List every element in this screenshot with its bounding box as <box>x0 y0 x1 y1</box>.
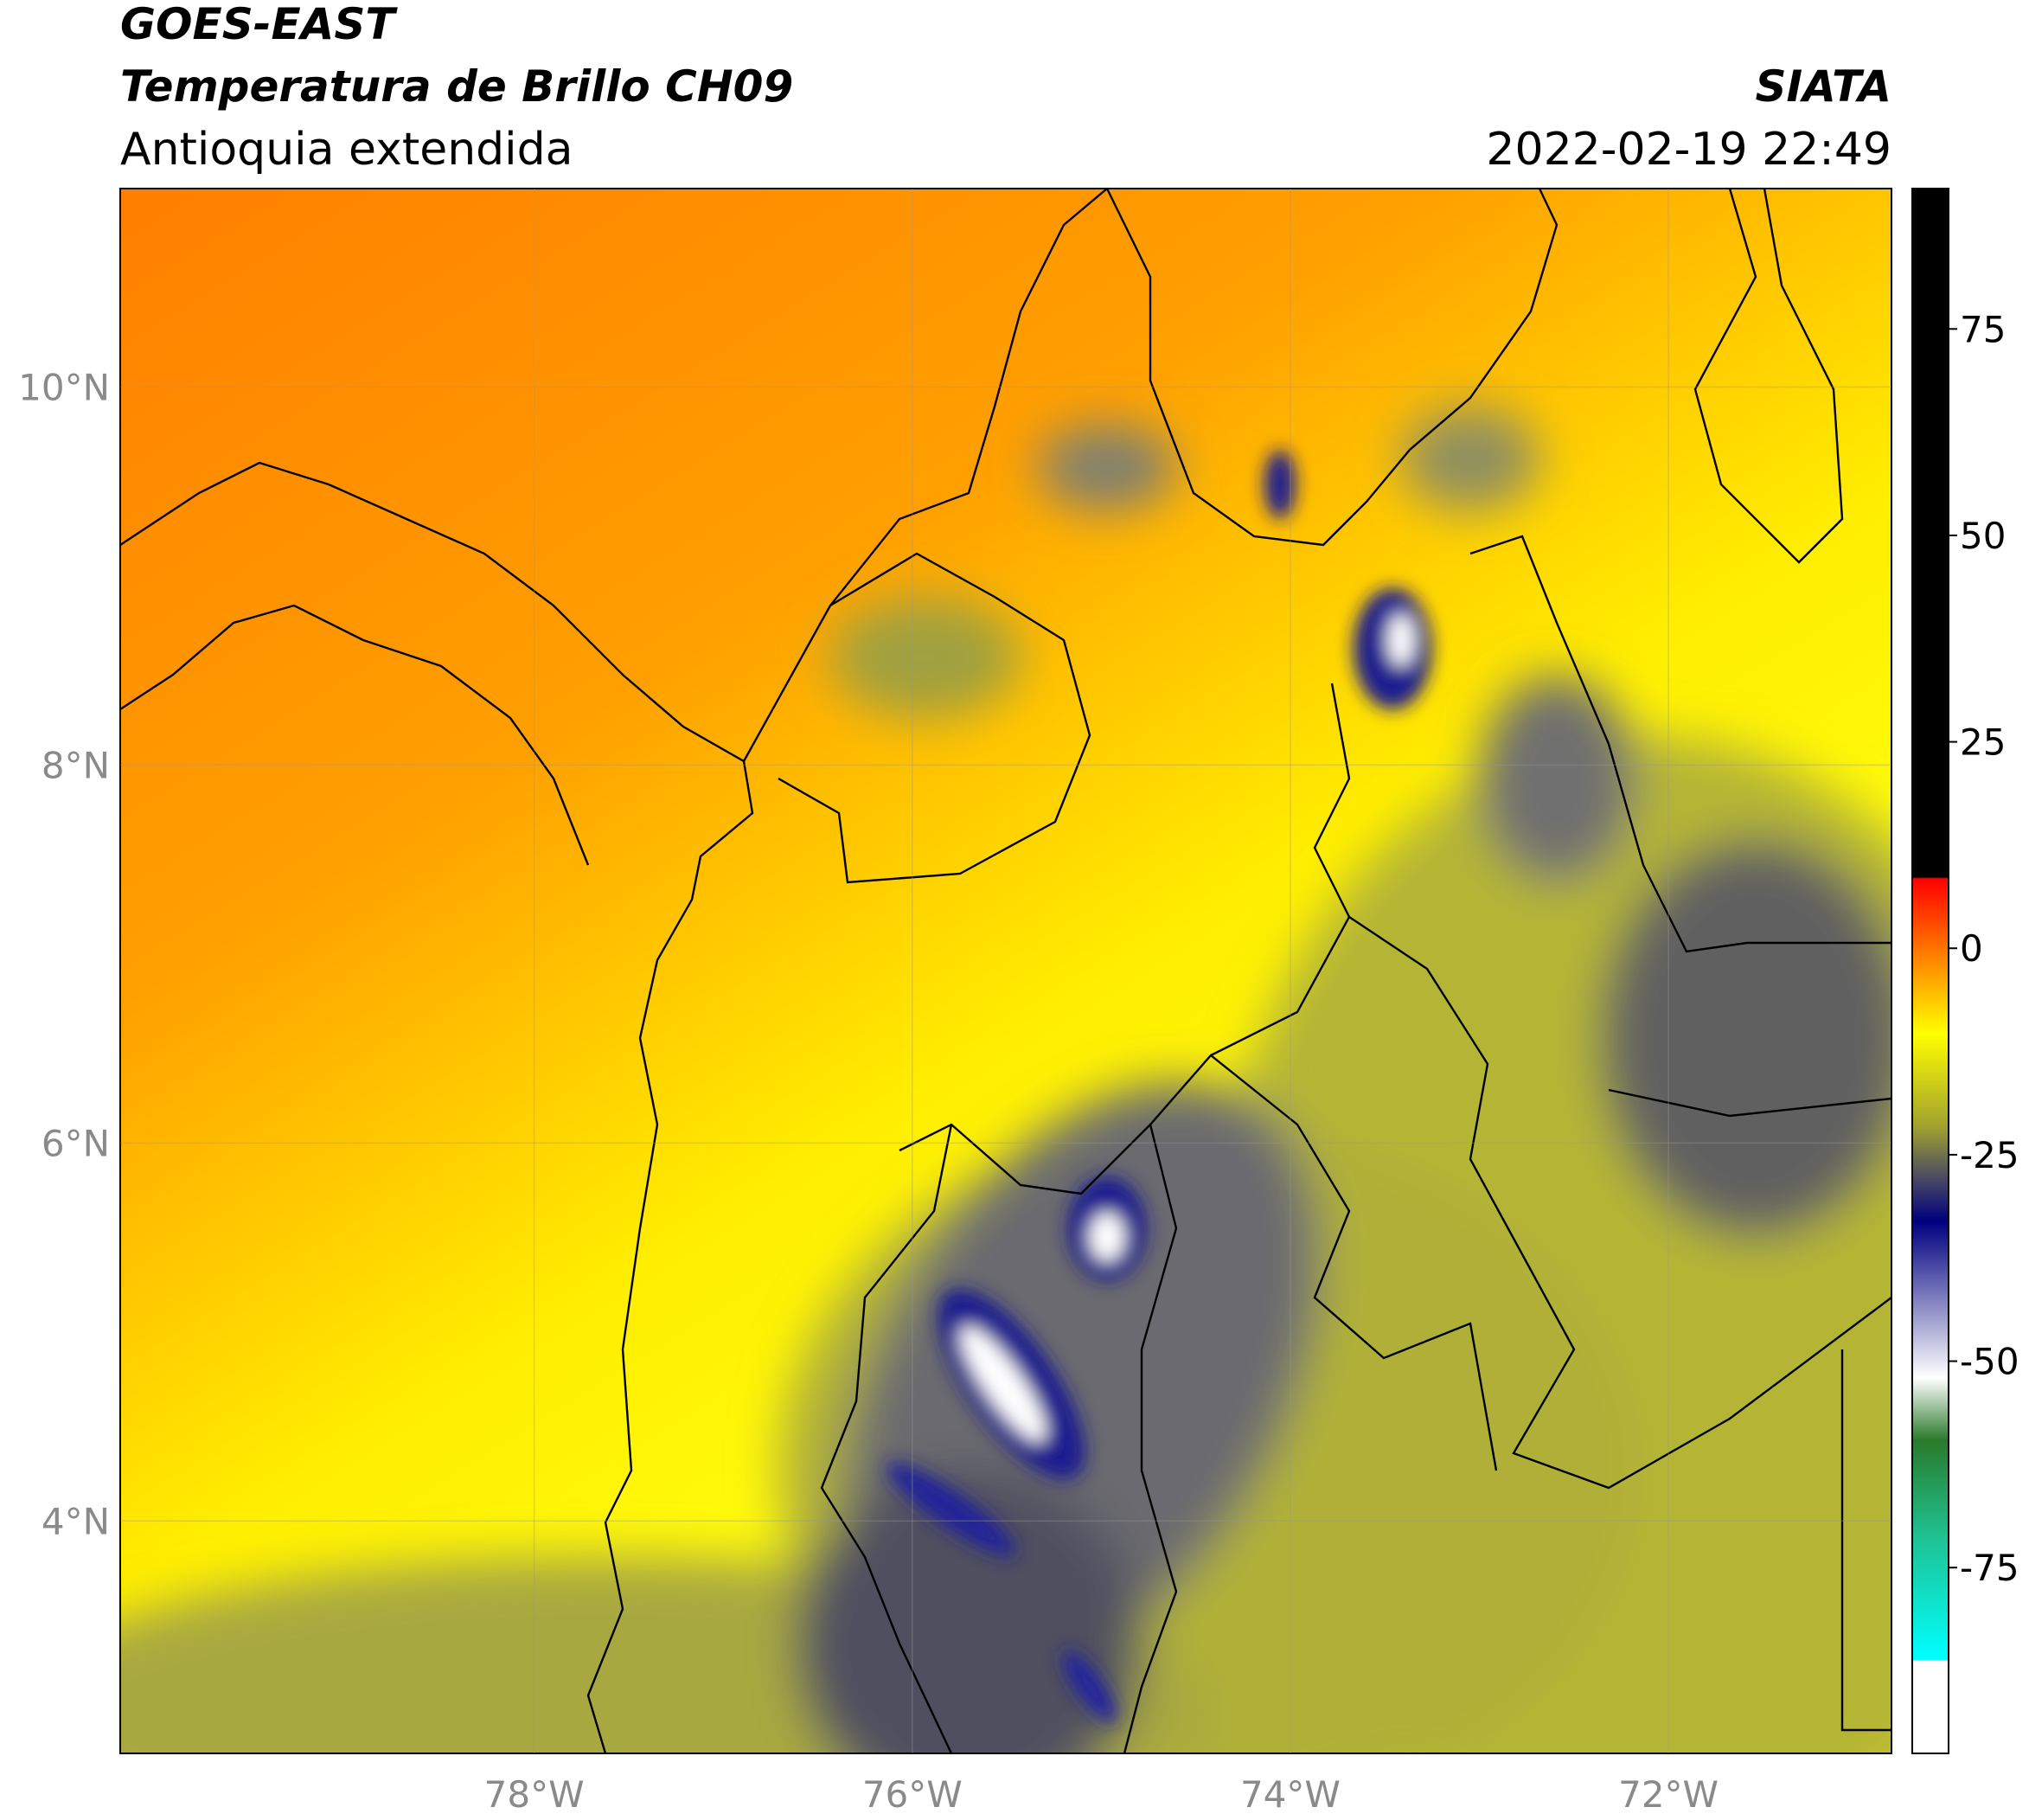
source: SIATA <box>1756 61 1891 112</box>
colorbar-tick-label: -75 <box>1960 1547 2019 1589</box>
colorbar-tick-label: 25 <box>1960 721 2006 764</box>
y-tick-label: 8°N <box>42 744 110 786</box>
datetime: 2022-02-19 22:49 <box>1486 124 1891 176</box>
x-tick-label: 78°W <box>484 1773 585 1816</box>
x-tick-label: 76°W <box>862 1773 963 1816</box>
colorbar-tick-label: -50 <box>1960 1341 2019 1383</box>
x-tick-label: 72°W <box>1618 1773 1719 1816</box>
storm-cores <box>886 450 1431 1723</box>
colorbar-tick-label: 0 <box>1960 927 1983 970</box>
y-tick-label: 6°N <box>42 1122 110 1164</box>
region: Antioquia extendida <box>120 124 573 176</box>
subtitle: Temperatura de Brillo CH09 <box>120 61 793 112</box>
map <box>120 189 1891 1753</box>
colorbar-ticks: 75 50 25 0 -25 -50 -75 <box>1949 308 2019 1589</box>
map-frame <box>119 188 1892 1754</box>
colorbar-tick-label: -25 <box>1960 1134 2019 1176</box>
title: GOES-EAST <box>120 0 398 49</box>
x-tick-label: 74°W <box>1240 1773 1341 1816</box>
y-tick-label: 4°N <box>42 1500 110 1542</box>
map-ticks: 78°W 76°W 74°W 72°W 10°N 8°N 6°N 4°N <box>18 189 1891 1816</box>
colorbar <box>1911 188 1949 1754</box>
boundaries <box>120 189 1891 1753</box>
y-tick-label: 10°N <box>18 366 110 408</box>
colorbar-tick-label: 75 <box>1960 308 2006 350</box>
colorbar-tick-label: 50 <box>1960 515 2006 557</box>
